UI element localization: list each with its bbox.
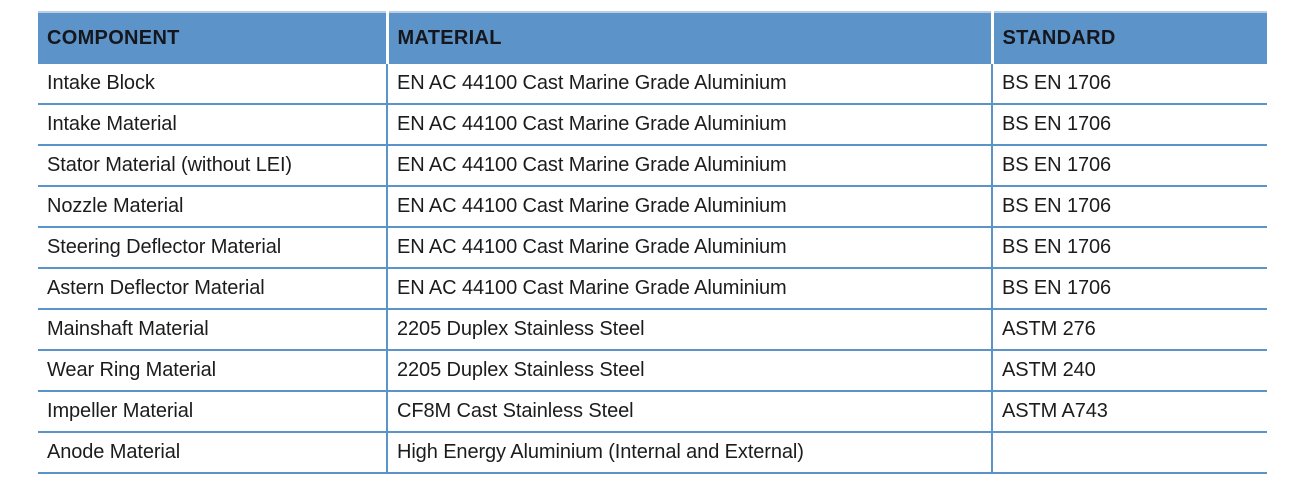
table-row: Stator Material (without LEI) EN AC 4410… [38, 145, 1267, 187]
cell-material: EN AC 44100 Cast Marine Grade Aluminium [386, 186, 992, 228]
cell-material: EN AC 44100 Cast Marine Grade Aluminium [386, 268, 992, 310]
table-row: Mainshaft Material 2205 Duplex Stainless… [38, 309, 1267, 351]
cell-standard: ASTM 276 [991, 309, 1267, 351]
cell-material: High Energy Aluminium (Internal and Exte… [386, 432, 992, 474]
cell-standard: BS EN 1706 [991, 64, 1267, 105]
column-header-standard: STANDARD [990, 11, 1267, 64]
cell-material: EN AC 44100 Cast Marine Grade Aluminium [386, 227, 992, 269]
cell-material: 2205 Duplex Stainless Steel [386, 309, 992, 351]
cell-component: Steering Deflector Material [38, 227, 387, 269]
cell-standard: ASTM 240 [991, 350, 1267, 392]
cell-material: 2205 Duplex Stainless Steel [386, 350, 992, 392]
table-row: Wear Ring Material 2205 Duplex Stainless… [38, 350, 1267, 392]
cell-material: EN AC 44100 Cast Marine Grade Aluminium [386, 145, 992, 187]
cell-component: Stator Material (without LEI) [38, 145, 387, 187]
cell-material: CF8M Cast Stainless Steel [386, 391, 992, 433]
cell-standard: BS EN 1706 [991, 186, 1267, 228]
table-row: Nozzle Material EN AC 44100 Cast Marine … [38, 186, 1267, 228]
cell-standard [991, 432, 1267, 474]
cell-component: Wear Ring Material [38, 350, 387, 392]
cell-component: Nozzle Material [38, 186, 387, 228]
cell-component: Astern Deflector Material [38, 268, 387, 310]
cell-material: EN AC 44100 Cast Marine Grade Aluminium [386, 104, 992, 146]
column-header-material: MATERIAL [385, 11, 992, 64]
table-row: Astern Deflector Material EN AC 44100 Ca… [38, 268, 1267, 310]
cell-material: EN AC 44100 Cast Marine Grade Aluminium [386, 64, 992, 105]
cell-standard: ASTM A743 [991, 391, 1267, 433]
table-header-row: COMPONENT MATERIAL STANDARD [38, 11, 1267, 64]
table-row: Intake Block EN AC 44100 Cast Marine Gra… [38, 64, 1267, 105]
table-row: Impeller Material CF8M Cast Stainless St… [38, 391, 1267, 433]
cell-component: Mainshaft Material [38, 309, 387, 351]
cell-component: Anode Material [38, 432, 387, 474]
table-row: Intake Material EN AC 44100 Cast Marine … [38, 104, 1267, 146]
cell-component: Impeller Material [38, 391, 387, 433]
cell-component: Intake Material [38, 104, 387, 146]
materials-spec-table: COMPONENT MATERIAL STANDARD Intake Block… [38, 11, 1267, 474]
cell-standard: BS EN 1706 [991, 104, 1267, 146]
cell-standard: BS EN 1706 [991, 227, 1267, 269]
cell-component: Intake Block [38, 64, 387, 105]
table-row: Anode Material High Energy Aluminium (In… [38, 432, 1267, 474]
cell-standard: BS EN 1706 [991, 268, 1267, 310]
cell-standard: BS EN 1706 [991, 145, 1267, 187]
table-row: Steering Deflector Material EN AC 44100 … [38, 227, 1267, 269]
column-header-component: COMPONENT [38, 11, 387, 64]
